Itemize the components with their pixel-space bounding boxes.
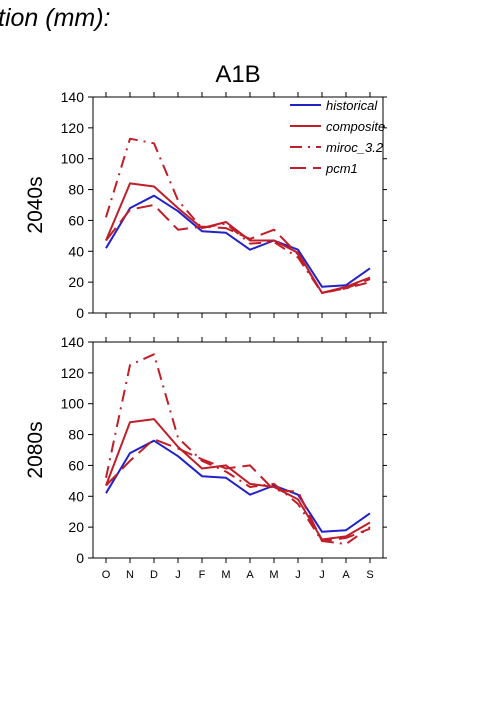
x-tick-label: N <box>126 569 134 581</box>
y-tick-label: 60 <box>68 457 84 473</box>
series-line-pcm1 <box>105 204 371 294</box>
series-line-historical <box>105 194 371 288</box>
plot-frame <box>92 341 384 559</box>
x-tick-label: F <box>199 569 206 581</box>
y-tick-label: 100 <box>61 151 85 167</box>
y-tick-label: 80 <box>68 427 84 443</box>
legend-label: composite <box>326 119 385 134</box>
chart-panels: 0 20 40 60 80 100 120 140 2040s 0 20 40 60 80 100 120 14… <box>24 89 387 581</box>
series-line-pcm1 <box>105 438 371 542</box>
series-line-miroc-3-2 <box>105 137 371 294</box>
legend-label: miroc_3.2 <box>326 140 384 155</box>
y-axis-label: 2080s <box>24 421 47 478</box>
chart-panel-2040s: 0 20 40 60 80 100 120 140 2040s <box>24 89 387 321</box>
y-tick-label: 80 <box>68 182 84 198</box>
y-tick-label: 0 <box>76 550 84 566</box>
x-tick-label: M <box>269 569 278 581</box>
y-tick-label: 100 <box>61 396 85 412</box>
chart-panel-2080s: 0 20 40 60 80 100 120 140 O N D J F M A M J J A S 2080s <box>24 334 387 581</box>
x-tick-label: J <box>295 569 301 581</box>
y-tick-label: 60 <box>68 212 84 228</box>
plot-frame <box>92 96 384 314</box>
y-tick-label: 120 <box>61 365 85 381</box>
y-tick-label: 20 <box>68 519 84 535</box>
x-tick-label: D <box>150 569 158 581</box>
y-axis-label: 2040s <box>24 176 47 233</box>
y-tick-label: 40 <box>68 488 84 504</box>
legend-label: pcm1 <box>325 161 358 176</box>
y-tick-label: 20 <box>68 274 84 290</box>
y-tick-label: 0 <box>76 305 84 321</box>
series-line-composite <box>105 418 371 541</box>
x-tick-label: J <box>319 569 325 581</box>
x-tick-label: J <box>175 569 181 581</box>
x-tick-label: O <box>102 569 111 581</box>
y-tick-label: 140 <box>61 334 85 350</box>
y-tick-label: 40 <box>68 243 84 259</box>
x-tick-label: S <box>366 569 373 581</box>
legend-label: historical <box>326 98 378 113</box>
y-tick-label: 120 <box>61 120 85 136</box>
x-tick-label: A <box>342 569 350 581</box>
chart-legend: historical composite miroc_3.2 pcm1 <box>290 98 385 176</box>
x-tick-label: A <box>246 569 254 581</box>
x-tick-label: M <box>221 569 230 581</box>
y-tick-label: 140 <box>61 89 85 105</box>
series-line-historical <box>105 439 371 533</box>
header-text: tion (mm): <box>0 4 111 32</box>
chart-title: A1B <box>215 61 260 88</box>
series-line-miroc-3-2 <box>105 353 371 546</box>
